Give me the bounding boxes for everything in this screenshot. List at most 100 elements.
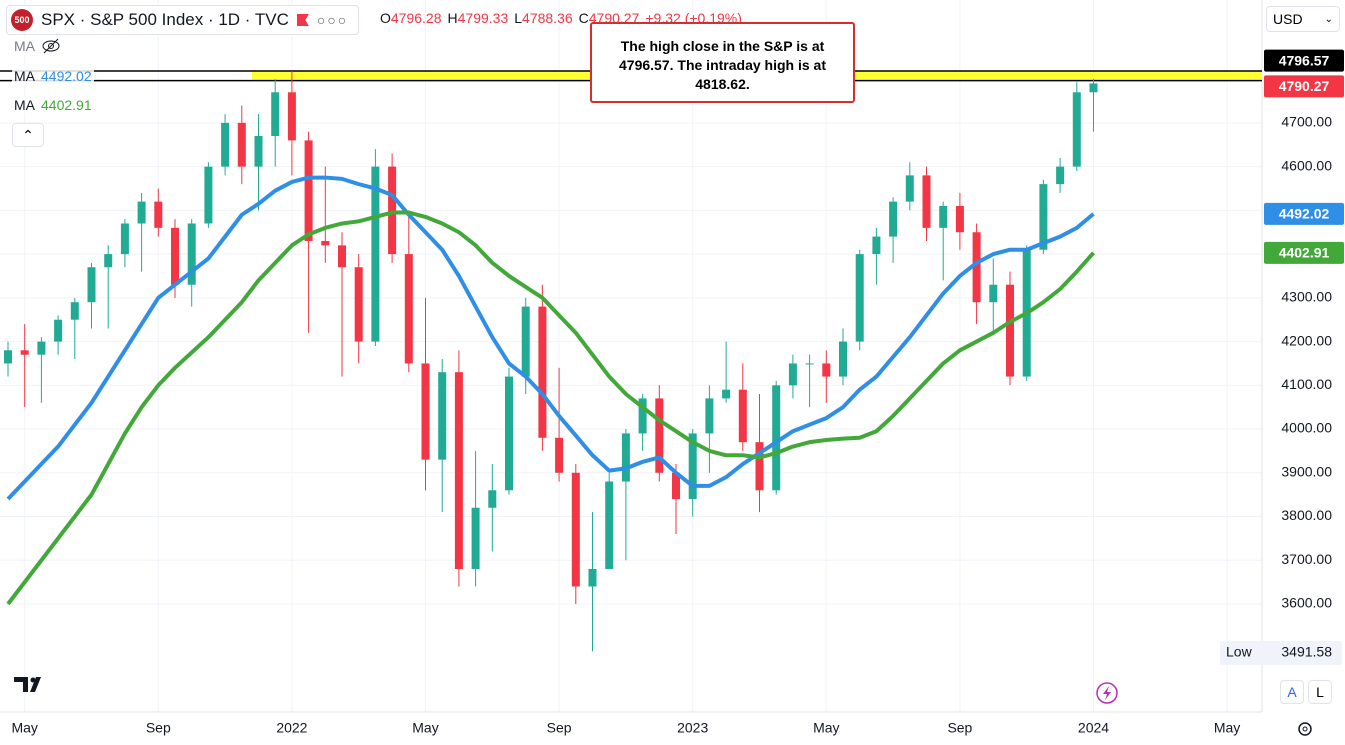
- y-tick-label: 3900.00: [1281, 463, 1332, 479]
- symbol-title: SPX · S&P 500 Index · 1D · TVC: [41, 10, 289, 29]
- tv-logo: [14, 677, 41, 692]
- candle-body: [621, 433, 630, 482]
- symbol-logo: 500: [11, 9, 33, 31]
- x-tick-label: 2022: [276, 720, 307, 736]
- candle-body: [738, 389, 747, 443]
- currency-selector[interactable]: USD ⌄: [1266, 6, 1340, 32]
- flag-icon[interactable]: [296, 14, 309, 26]
- y-tick-label: 4100.00: [1281, 376, 1332, 392]
- candle-body: [1089, 83, 1098, 93]
- candle-body: [37, 341, 46, 355]
- log-button[interactable]: L: [1308, 680, 1332, 704]
- y-tick-label: 4700.00: [1281, 114, 1332, 130]
- candle-body: [822, 363, 831, 377]
- candle-body: [1039, 184, 1048, 250]
- price-tag: [1264, 241, 1344, 264]
- auto-button[interactable]: A: [1280, 680, 1304, 704]
- x-tick-label: Sep: [547, 720, 572, 736]
- candle-body: [672, 472, 680, 500]
- plot: [0, 70, 1262, 652]
- x-tick-label: May: [412, 720, 438, 736]
- y-tick-label: 3700.00: [1281, 551, 1332, 567]
- candle-body: [421, 363, 430, 460]
- price-tag: [1264, 202, 1344, 225]
- candle-body: [955, 205, 964, 233]
- eye-off-icon[interactable]: [41, 38, 61, 54]
- indicator-name: MA: [14, 68, 35, 84]
- candle-body: [588, 568, 597, 587]
- candle-body: [321, 240, 330, 246]
- candle-body: [1006, 284, 1014, 377]
- candle-body: [922, 175, 931, 228]
- candle-body: [688, 433, 697, 500]
- y-tick-label: 3800.00: [1281, 507, 1332, 523]
- ohlc-item: O4796.28: [380, 10, 442, 26]
- candle-body: [388, 166, 397, 255]
- price-tag-label: 4790.27: [1279, 78, 1330, 94]
- ohlc-value: 4799.33: [457, 10, 509, 26]
- candle-body: [371, 166, 380, 342]
- candle-body: [20, 350, 29, 355]
- symbol-header[interactable]: 500 SPX · S&P 500 Index · 1D · TVC ○○○: [6, 5, 360, 35]
- low-marker-value: 3491.58: [1281, 644, 1332, 660]
- candle-body: [171, 227, 179, 285]
- x-tick-label: May: [813, 720, 839, 736]
- y-tick-label: 4600.00: [1281, 157, 1332, 173]
- candle-body: [70, 302, 79, 320]
- candle-body: [338, 245, 346, 268]
- settings-icon[interactable]: [1298, 722, 1312, 736]
- ohlc-value: 4788.36: [522, 10, 573, 26]
- candle-body: [605, 481, 614, 569]
- candle-body: [471, 507, 480, 569]
- y-tick-label: 4000.00: [1281, 420, 1332, 436]
- candle-body: [889, 201, 898, 237]
- candle-body: [521, 306, 530, 377]
- candle-body: [638, 398, 647, 434]
- x-tick-label: May: [11, 720, 37, 736]
- low-marker-label: Low: [1226, 644, 1253, 660]
- candle-body: [788, 363, 797, 386]
- collapse-button[interactable]: ⌃: [12, 123, 44, 147]
- candle-body: [104, 254, 113, 268]
- candle-body: [137, 201, 146, 224]
- indicator-legend[interactable]: MA 4402.91: [12, 97, 94, 113]
- candle-body: [538, 306, 547, 438]
- currency: USD: [1273, 11, 1303, 27]
- candle-body: [221, 122, 230, 167]
- price-tag-label: 4796.57: [1279, 52, 1330, 68]
- y-tick-label: 4200.00: [1281, 332, 1332, 348]
- candle-body: [271, 92, 280, 137]
- x-tick-label: 2023: [677, 720, 708, 736]
- candle-body: [755, 442, 764, 491]
- candle-body: [120, 223, 129, 255]
- x-tick-label: May: [1214, 720, 1240, 736]
- candle-body: [839, 341, 847, 377]
- x-tick-label: 2024: [1078, 720, 1109, 736]
- candle-body: [855, 254, 864, 342]
- y-tick-label: 4300.00: [1281, 289, 1332, 305]
- ohlc-key: H: [447, 10, 458, 26]
- candle-body: [488, 490, 497, 508]
- x-tick-label: Sep: [146, 720, 171, 736]
- candle-body: [187, 223, 196, 285]
- ohlc-key: L: [514, 10, 523, 26]
- candle-body: [505, 376, 513, 491]
- candle-body: [722, 389, 731, 399]
- ohlc-item: L4788.36: [514, 10, 572, 26]
- indicator-name: MA: [14, 38, 35, 54]
- ohlc-item: H4799.33: [448, 10, 509, 26]
- candle-body: [972, 232, 981, 303]
- price-tag-label: 4402.91: [1279, 245, 1330, 261]
- candle-body: [655, 398, 664, 473]
- candle-body: [304, 140, 313, 241]
- x-tick-label: Sep: [947, 720, 972, 736]
- lightning-icon: [1096, 682, 1118, 704]
- candle-body: [154, 201, 163, 228]
- more-icon[interactable]: ○○○: [316, 12, 349, 28]
- indicator-legend[interactable]: MA 4492.02: [12, 68, 94, 84]
- candle-body: [404, 254, 413, 364]
- hidden-indicator[interactable]: MA: [12, 38, 63, 54]
- candle-body: [705, 398, 714, 434]
- ohlc-key: O: [380, 10, 391, 26]
- candle-body: [571, 472, 580, 587]
